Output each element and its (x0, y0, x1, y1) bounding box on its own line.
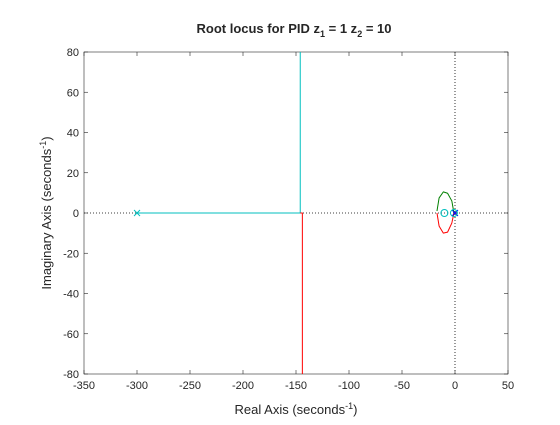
zero-marker-1 (440, 209, 449, 217)
y-tick-label: 40 (67, 128, 79, 140)
locus-branch-3 (436, 212, 455, 234)
locus-branches (137, 52, 455, 374)
x-axis-label: Real Axis (seconds-1) (235, 401, 358, 417)
x-tick-label: -150 (285, 380, 307, 392)
y-tick-label: 0 (73, 208, 79, 220)
chart-title: Root locus for PID z1 = 1 z2 = 10 (197, 21, 392, 39)
chart-title-prefix: Root locus for PID z (197, 21, 321, 36)
y-axis-label: Imaginary Axis (seconds-1) (38, 136, 54, 289)
x-tick-label: 50 (502, 380, 514, 392)
x-axis-label-base: Real Axis (seconds (235, 402, 346, 417)
chart-title-mid: = 1 z (325, 21, 358, 36)
y-tick-label: -60 (63, 329, 79, 341)
x-tick-label: -300 (126, 380, 148, 392)
x-tick-label: -350 (73, 380, 95, 392)
locus-branch-2 (300, 212, 303, 374)
pole-marker-1 (133, 209, 141, 217)
x-axis-label-suffix: ) (353, 402, 357, 417)
y-axis-label-sup: -1 (38, 141, 48, 149)
y-axis-label-suffix: ) (39, 136, 54, 140)
locus-branch-4 (436, 191, 455, 214)
y-tick-label: 60 (67, 87, 79, 99)
pole-zero-markers (133, 209, 459, 217)
y-tick-label: 80 (67, 47, 79, 59)
y-axis-label-base: Imaginary Axis (seconds (39, 148, 54, 289)
y-tick-label: -20 (63, 248, 79, 260)
x-axis-label-sup: -1 (345, 401, 353, 411)
axis-ticks: -350 -300 -250 -200 -150 -100 -50 0 50-80-60-40-… (63, 47, 514, 392)
chart-title-sub2: 2 (357, 29, 362, 39)
x-tick-label: 0 (452, 380, 458, 392)
chart-title-sub1: 1 (320, 29, 325, 39)
x-tick-label: -250 (179, 380, 201, 392)
x-tick-label: -50 (394, 380, 410, 392)
x-tick-label: -100 (338, 380, 360, 392)
zero-marker-2 (449, 209, 458, 217)
y-tick-label: -80 (63, 369, 79, 381)
y-tick-label: -40 (63, 289, 79, 301)
x-tick-label: -200 (232, 380, 254, 392)
y-tick-label: 20 (67, 168, 79, 180)
chart-title-suffix: = 10 (362, 21, 391, 36)
